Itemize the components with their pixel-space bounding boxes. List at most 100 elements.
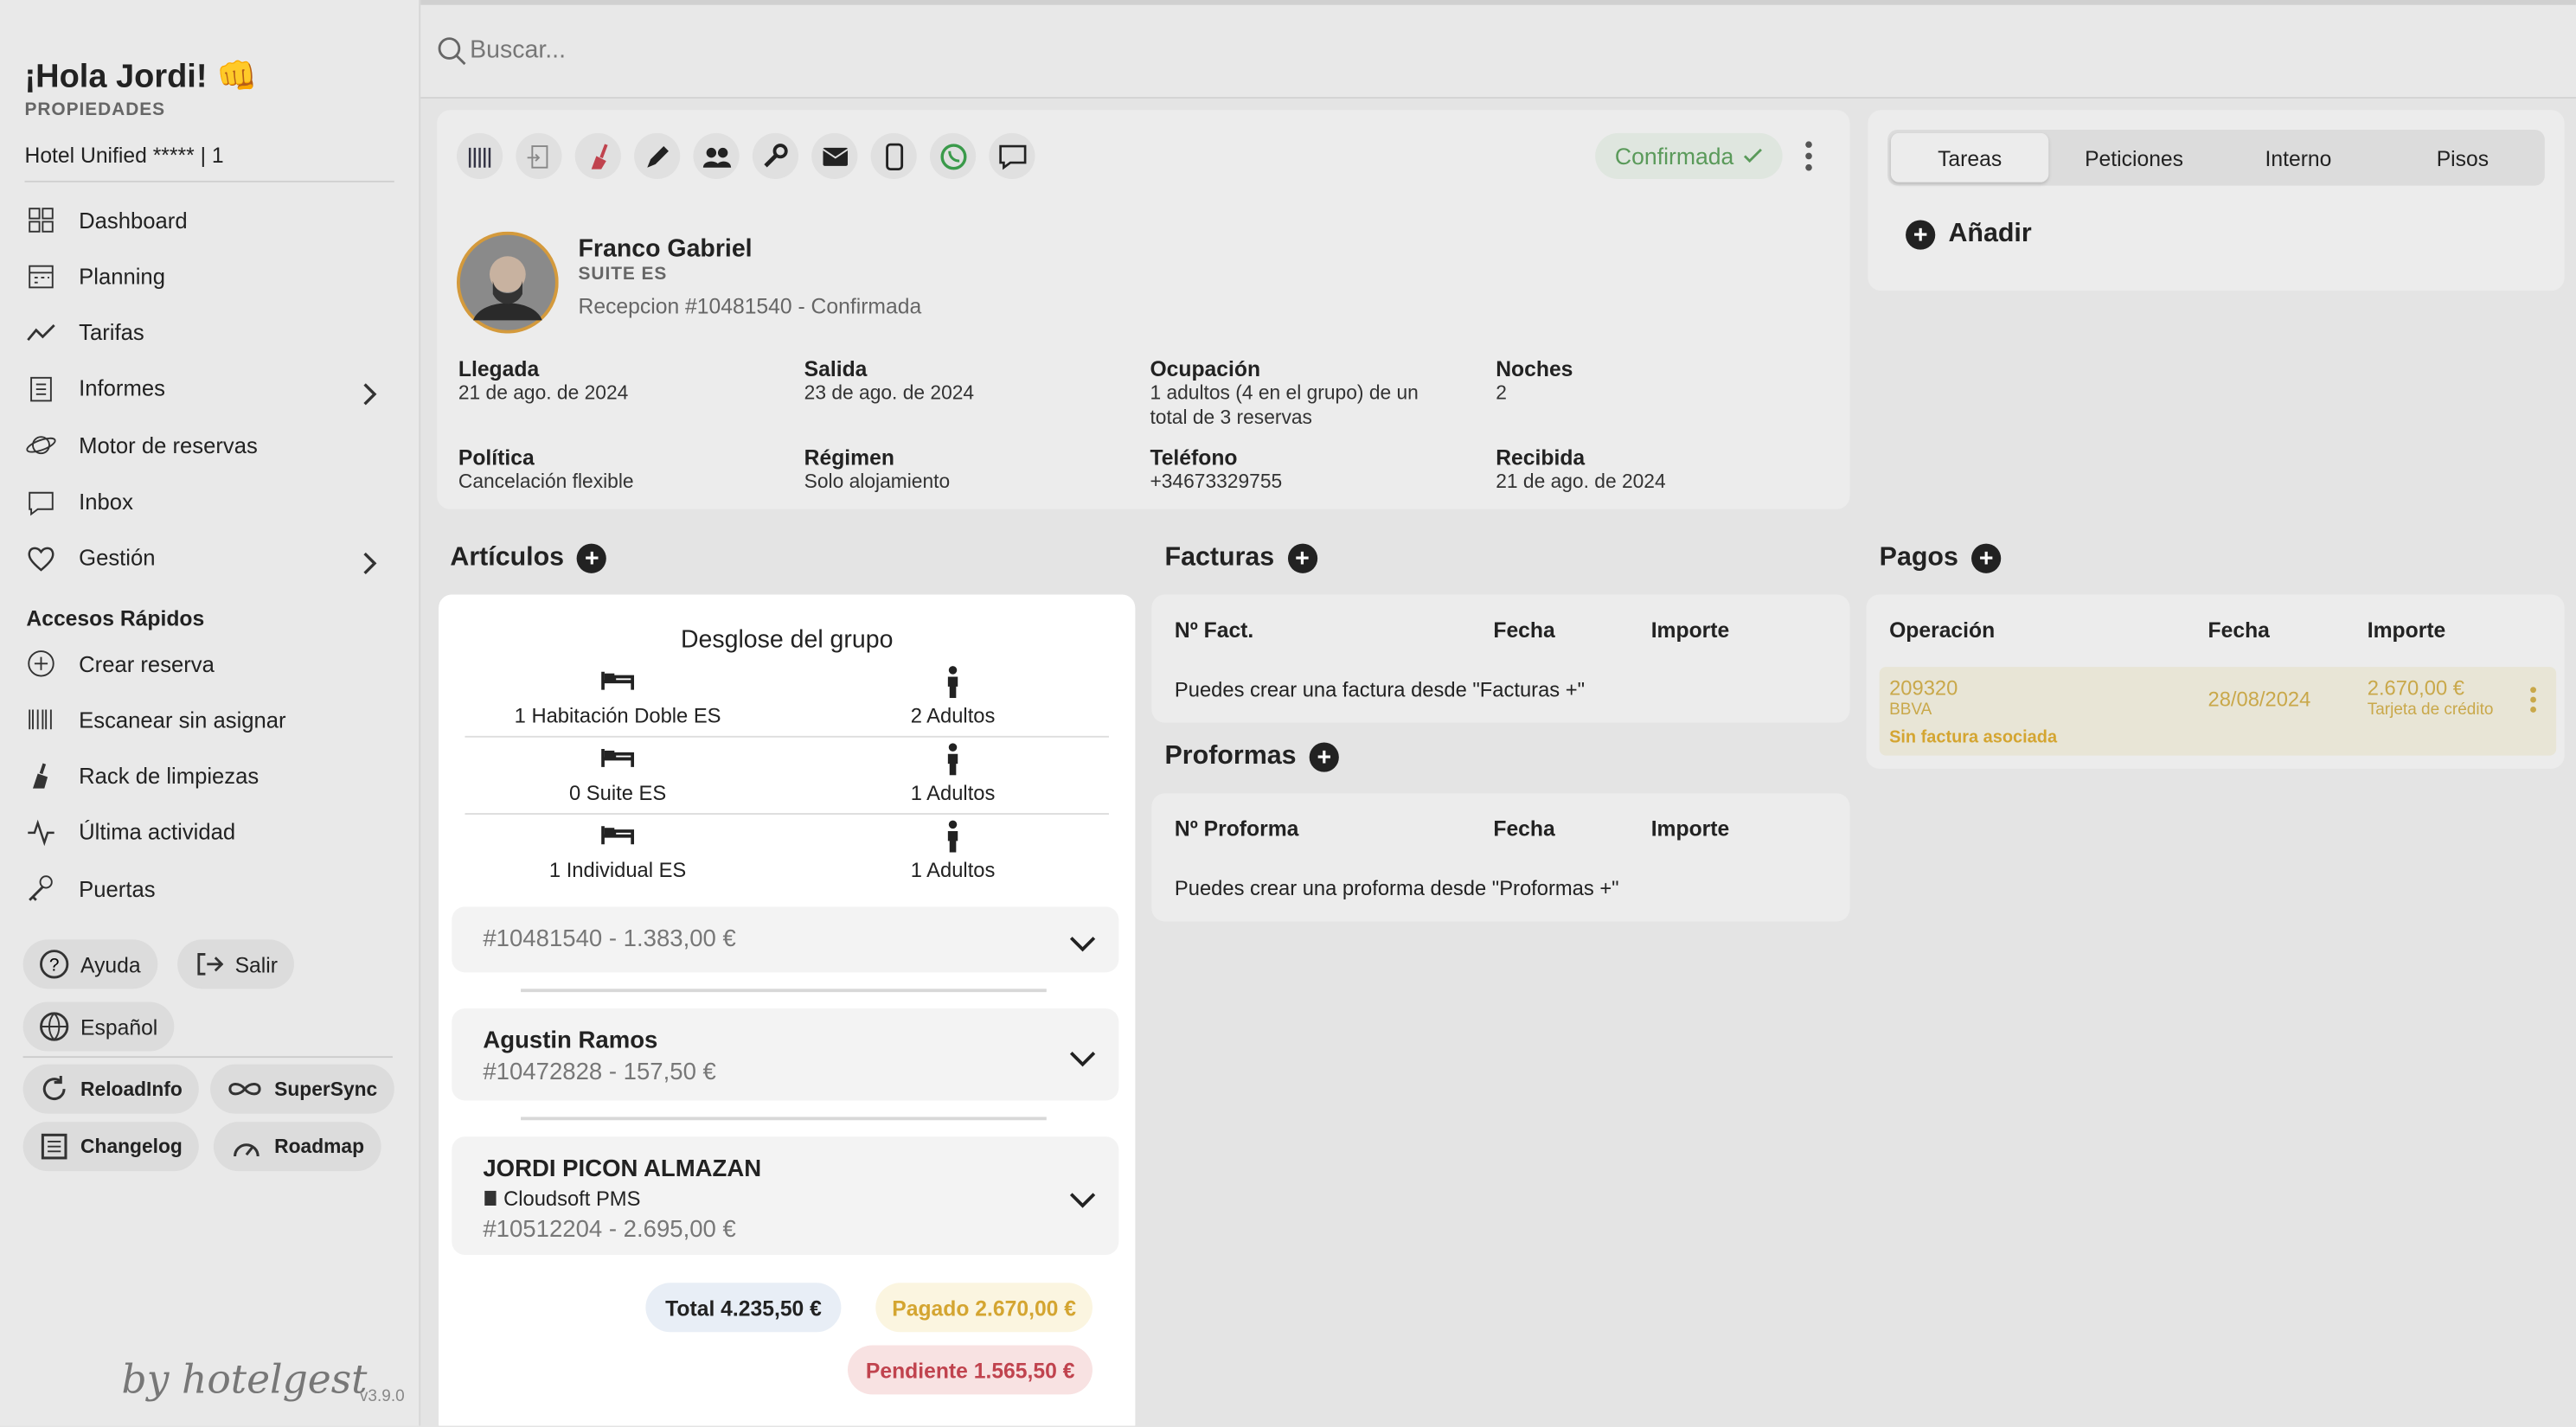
- roadmap-button[interactable]: Roadmap: [213, 1122, 381, 1172]
- payments-header: Pagos +: [1880, 543, 2002, 573]
- changelog-button[interactable]: Changelog: [22, 1122, 199, 1172]
- icon: [41, 1133, 67, 1160]
- nav-item[interactable]: Informes: [26, 374, 388, 406]
- booking-accordion[interactable]: #10481540 - 1.383,00 €: [452, 906, 1119, 973]
- field-value: 23 de ago. de 2024: [804, 381, 975, 405]
- field-label: Política: [458, 445, 535, 470]
- toolbar-button[interactable]: [634, 132, 681, 180]
- toolbar-button[interactable]: [693, 132, 740, 180]
- quick-link[interactable]: Crear reserva: [26, 649, 215, 678]
- add-payment[interactable]: +: [1971, 543, 2002, 573]
- invoices-table: Nº Fact. Fecha Importe Puedes crear una …: [1151, 594, 1850, 723]
- column-header: Importe: [1650, 618, 1730, 643]
- empty-message: Puedes crear una proforma desde "Proform…: [1174, 877, 1619, 900]
- tab[interactable]: Peticiones: [2085, 145, 2184, 170]
- column-header: Fecha: [1493, 618, 1555, 643]
- icon: [28, 650, 54, 677]
- help-button[interactable]: ? Ayuda: [22, 939, 157, 989]
- toolbar-button[interactable]: [752, 132, 799, 180]
- label: ReloadInfo: [80, 1077, 183, 1101]
- supersync-button[interactable]: SuperSync: [210, 1064, 394, 1114]
- icon: ?: [40, 950, 69, 979]
- more-menu[interactable]: [1804, 139, 1813, 172]
- payment-row[interactable]: 209320 BBVA Sin factura asociada 28/08/2…: [1879, 667, 2557, 756]
- toolbar: [456, 132, 1035, 180]
- booking-accordion[interactable]: JORDI PICON ALMAZAN Cloudsoft PMS #105122…: [452, 1136, 1119, 1255]
- icon: [601, 749, 635, 767]
- svg-text:?: ?: [49, 955, 60, 975]
- toolbar-button[interactable]: [870, 132, 917, 180]
- nav-item[interactable]: Motor de reservas: [26, 431, 388, 460]
- search-icon: [438, 37, 466, 66]
- room-type: 1 Habitación Doble ES: [514, 704, 721, 728]
- icon: +: [1906, 220, 1936, 250]
- nav-item[interactable]: Inbox: [26, 487, 388, 516]
- tab[interactable]: Interno: [2265, 145, 2332, 170]
- status-badge[interactable]: Confirmada: [1595, 132, 1784, 180]
- add-article[interactable]: +: [577, 543, 607, 573]
- tab[interactable]: Pisos: [2436, 145, 2489, 170]
- search-bar[interactable]: Buscar...: [420, 0, 2576, 99]
- toolbar-button[interactable]: [929, 132, 977, 180]
- icon: [27, 323, 55, 341]
- logout-button[interactable]: Salir: [177, 939, 294, 989]
- bed-icon: [601, 822, 635, 854]
- icon: [197, 953, 224, 976]
- property[interactable]: Hotel Unified ***** | 1: [24, 143, 394, 182]
- nav-item[interactable]: Gestión: [26, 543, 388, 574]
- divider: [521, 1117, 1047, 1121]
- icon: [363, 382, 377, 406]
- bed-icon: [601, 745, 635, 777]
- reload-button[interactable]: ReloadInfo: [22, 1064, 199, 1114]
- toolbar-button[interactable]: [574, 132, 621, 180]
- nav-item[interactable]: Dashboard: [26, 205, 388, 234]
- field: Ocupación 1 adultos (4 en el grupo) de un…: [1150, 356, 1453, 430]
- tab[interactable]: Tareas: [1890, 132, 2049, 182]
- quick-link[interactable]: Última actividad: [26, 818, 235, 848]
- label: Escanear sin asignar: [79, 707, 286, 733]
- label: Salir: [234, 951, 278, 977]
- field-value: Solo alojamiento: [804, 470, 951, 493]
- field-label: Noches: [1496, 356, 1573, 381]
- proformas-table: Nº Proforma Fecha Importe Puedes crear u…: [1151, 793, 1850, 922]
- toolbar-button[interactable]: [811, 132, 858, 180]
- booking-accordion[interactable]: Agustin Ramos #10472828 - 157,50 €: [452, 1008, 1119, 1101]
- room-type: 1 Individual ES: [548, 859, 687, 882]
- label: Ayuda: [80, 951, 141, 977]
- field-value: 21 de ago. de 2024: [1496, 470, 1666, 493]
- add-proforma[interactable]: +: [1309, 742, 1339, 772]
- add-invoice[interactable]: +: [1287, 543, 1317, 573]
- icon: [1069, 1193, 1096, 1208]
- nav-item[interactable]: Tarifas: [26, 318, 388, 348]
- sidebar: ¡Hola Jordi! 👊 PROPIEDADES Hotel Unified…: [0, 0, 421, 1426]
- language-button[interactable]: Español: [22, 1001, 175, 1052]
- divider: [22, 1056, 393, 1059]
- person-icon: [945, 820, 961, 861]
- field-label: Régimen: [804, 445, 894, 470]
- quick-link[interactable]: Rack de limpiezas: [26, 761, 259, 790]
- label: Changelog: [80, 1135, 183, 1158]
- icon: [29, 490, 54, 515]
- label: Cloudsoft PMS: [503, 1187, 641, 1211]
- field: Salida 23 de ago. de 2024: [804, 356, 1108, 406]
- quick-link[interactable]: Escanear sin asignar: [26, 705, 286, 734]
- toolbar-button[interactable]: [989, 132, 1035, 180]
- row-menu[interactable]: [2528, 685, 2538, 714]
- search-placeholder: Buscar...: [470, 35, 567, 65]
- label: Planning: [79, 264, 165, 289]
- payment-date: 28/08/2024: [2208, 688, 2311, 712]
- icon: [822, 146, 848, 165]
- toolbar-button[interactable]: [456, 132, 503, 180]
- field-label: Teléfono: [1150, 445, 1238, 470]
- icon: [947, 666, 958, 699]
- nav-item[interactable]: Planning: [26, 262, 388, 291]
- reservation-subtitle: Recepcion #10481540 - Confirmada: [578, 293, 922, 319]
- booking-source: Cloudsoft PMS: [483, 1187, 640, 1211]
- booking-ref: #10481540 - 1.383,00 €: [483, 926, 736, 953]
- person-icon: [945, 665, 961, 706]
- toolbar-button[interactable]: [516, 132, 562, 180]
- quick-link[interactable]: Puertas: [26, 874, 156, 904]
- room-type: SUITE ES: [578, 264, 668, 285]
- add-task[interactable]: + Añadir: [1906, 220, 2032, 250]
